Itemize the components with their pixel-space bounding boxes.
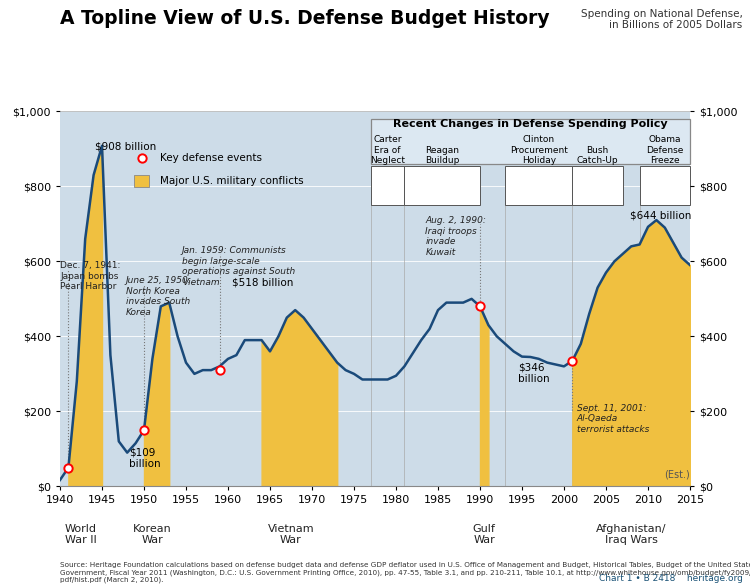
Text: $109
billion: $109 billion — [129, 447, 160, 469]
Text: $644 billion: $644 billion — [629, 210, 691, 220]
Bar — [134, 175, 149, 187]
Text: Spending on National Defense,
in Billions of 2005 Dollars: Spending on National Defense, in Billion… — [580, 9, 742, 30]
Text: Afghanistan/
Iraq Wars: Afghanistan/ Iraq Wars — [596, 524, 667, 546]
Text: $908 billion: $908 billion — [95, 141, 157, 151]
Text: Carter
Era of
Neglect: Carter Era of Neglect — [370, 135, 405, 165]
Text: Gulf
War: Gulf War — [472, 524, 496, 546]
Text: (Est.): (Est.) — [664, 469, 690, 479]
Text: Recent Changes in Defense Spending Policy: Recent Changes in Defense Spending Polic… — [393, 119, 668, 129]
Text: Reagan
Buildup: Reagan Buildup — [425, 145, 460, 165]
Text: Dec. 7, 1941:
Japan bombs
Pearl Harbor: Dec. 7, 1941: Japan bombs Pearl Harbor — [60, 261, 120, 291]
Text: A Topline View of U.S. Defense Budget History: A Topline View of U.S. Defense Budget Hi… — [60, 9, 550, 28]
Bar — [404, 166, 480, 205]
Bar — [506, 166, 572, 205]
Text: Sept. 11, 2001:
Al-Qaeda
terrorist attacks: Sept. 11, 2001: Al-Qaeda terrorist attac… — [577, 404, 649, 434]
Text: June 25, 1950:
North Korea
invades South
Korea: June 25, 1950: North Korea invades South… — [125, 277, 191, 316]
Text: Source: Heritage Foundation calculations based on defense budget data and defens: Source: Heritage Foundation calculations… — [60, 562, 750, 583]
Text: Obama
Defense
Freeze: Obama Defense Freeze — [646, 135, 683, 165]
Bar — [370, 166, 404, 205]
Bar — [370, 119, 690, 164]
Text: Clinton
Procurement
Holiday: Clinton Procurement Holiday — [510, 135, 568, 165]
Text: $346
billion: $346 billion — [518, 363, 550, 384]
Bar — [572, 166, 622, 205]
Text: Korean
War: Korean War — [133, 524, 172, 546]
Text: Jan. 1959: Communists
begin large-scale
operations against South
Vietnam: Jan. 1959: Communists begin large-scale … — [182, 246, 295, 287]
Bar — [640, 166, 690, 205]
Text: World
War II: World War II — [65, 524, 97, 546]
Text: $518 billion: $518 billion — [232, 278, 293, 288]
Text: Key defense events: Key defense events — [160, 153, 262, 163]
Text: Aug. 2, 1990:
Iraqi troops
invade
Kuwait: Aug. 2, 1990: Iraqi troops invade Kuwait — [425, 216, 486, 257]
Text: Major U.S. military conflicts: Major U.S. military conflicts — [160, 176, 303, 186]
Text: Vietnam
War: Vietnam War — [268, 524, 314, 546]
Text: Bush
Catch-Up: Bush Catch-Up — [577, 145, 619, 165]
Text: Chart 1 • B 2418    heritage.org: Chart 1 • B 2418 heritage.org — [598, 574, 742, 583]
